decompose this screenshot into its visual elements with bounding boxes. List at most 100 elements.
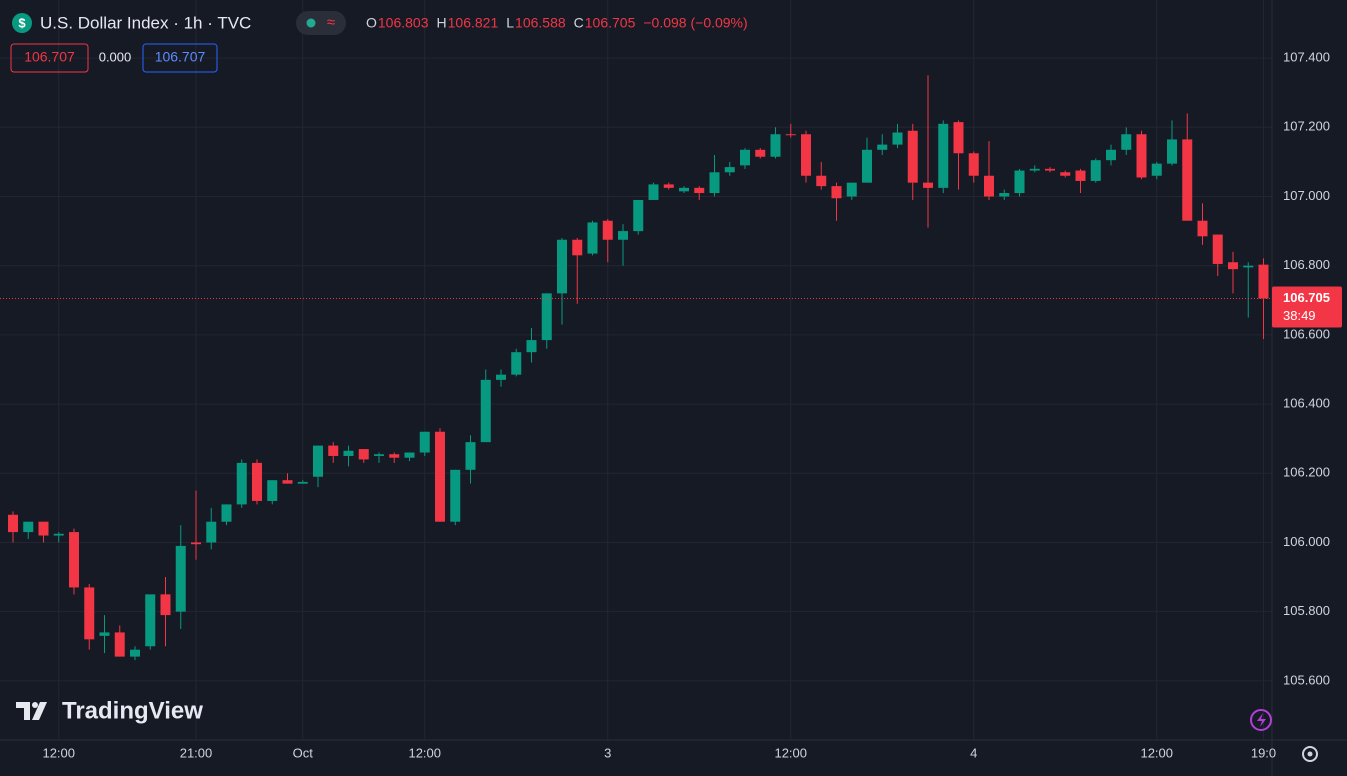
candle-body [160,594,171,616]
candle-body [252,462,262,501]
legend-value: 106.821 [448,15,499,31]
candle-body [313,445,323,477]
candle-body [633,199,644,232]
x-tick-label: 12:00 [1140,745,1173,760]
candle-body [69,532,79,588]
last-price-label: 106.705 [1283,290,1330,305]
legend-value: 106.705 [585,15,636,31]
candle-body [8,514,18,533]
candle-body [999,193,1010,197]
candle-body [1029,168,1040,171]
candle-body [480,379,491,443]
candle-body [1167,139,1177,164]
candle-body [404,452,415,458]
candle-body [53,533,64,536]
ohlc-legend: O 106.803 H 106.821 L 106.588 C 106.705 [366,15,636,31]
candle-body [1243,265,1254,268]
alert-icon-glyph [1257,713,1266,727]
candle-body [923,182,933,188]
status-pill[interactable] [296,11,346,35]
candle-body [648,184,659,200]
input-box[interactable] [10,43,89,73]
input-value: 0.000 [99,49,132,64]
candle-body [1197,220,1208,237]
candle-body [1212,234,1223,264]
candle-body [663,184,674,188]
symbol-icon [12,13,32,33]
candle-body [541,293,552,341]
candle-body [557,239,567,294]
x-tick-label: 12:00 [408,745,441,760]
candle-body [602,220,613,240]
y-tick-label: 106.000 [1283,534,1330,549]
x-tick-label: 19:0 [1251,745,1276,760]
candle-body [1151,163,1162,176]
y-tick-label: 106.600 [1283,326,1330,341]
candle-body [465,442,476,470]
y-tick-label: 106.400 [1283,396,1330,411]
x-tick-label: 3 [604,745,611,760]
candle-body [114,632,125,657]
candle-body [1060,172,1071,176]
legend-value: 106.588 [515,15,566,31]
candle-body [328,445,339,456]
candle-body [1090,160,1101,181]
candle-body [618,231,628,240]
watermark: TradingView [62,697,203,724]
input-value: 106.707 [24,49,75,65]
candle-body [953,122,964,154]
candle-body [526,340,537,353]
y-tick-label: 105.600 [1283,672,1330,687]
y-tick-label: 107.000 [1283,188,1330,203]
candle-body [130,649,140,657]
candle-body [358,449,369,460]
candle-body [709,172,720,194]
candle-body [831,186,842,199]
countdown: 38:49 [1283,308,1316,323]
symbol-icon-glyph: $ [18,15,26,30]
candle-body [907,130,918,183]
candle-body [1228,262,1238,270]
watermark-logo [16,702,47,720]
candle-body [694,187,705,194]
y-tick-label: 105.800 [1283,603,1330,618]
alert-icon[interactable] [1250,709,1272,731]
settings-icon[interactable] [1302,746,1318,762]
y-tick-label: 106.800 [1283,257,1330,272]
candle-body [968,153,979,176]
settings-icon-center [1307,751,1313,757]
candle-body [23,521,34,533]
candle-body [450,469,461,522]
candle-body [206,521,217,543]
candle-body [511,352,522,375]
candle-body [740,149,750,166]
candle-body [496,374,506,380]
candle-body [1045,168,1055,171]
candle-body [38,521,49,536]
chart-title[interactable]: U.S. Dollar Index · 1h · TVC [40,13,251,32]
candle-body [862,149,872,183]
status-dot [306,18,316,28]
y-tick-label: 106.200 [1283,465,1330,480]
candle-body [1182,139,1193,221]
y-tick-label: 107.200 [1283,119,1330,134]
candle-body [587,222,598,254]
candle-body [877,144,888,150]
candle-body [175,545,186,612]
candle-body [816,175,827,187]
x-tick-label: 12:00 [774,745,807,760]
candle-body [1136,134,1147,178]
input-box[interactable] [142,43,218,73]
candle-body [755,149,766,157]
candle-body [191,542,201,545]
candle-body [374,454,384,456]
x-tick-label: Oct [293,745,314,760]
candle-body [343,450,354,456]
candle-body [1258,264,1269,299]
legend-label: O [366,15,377,31]
candle-body [1106,149,1116,161]
legend-value: 106.803 [378,15,429,31]
